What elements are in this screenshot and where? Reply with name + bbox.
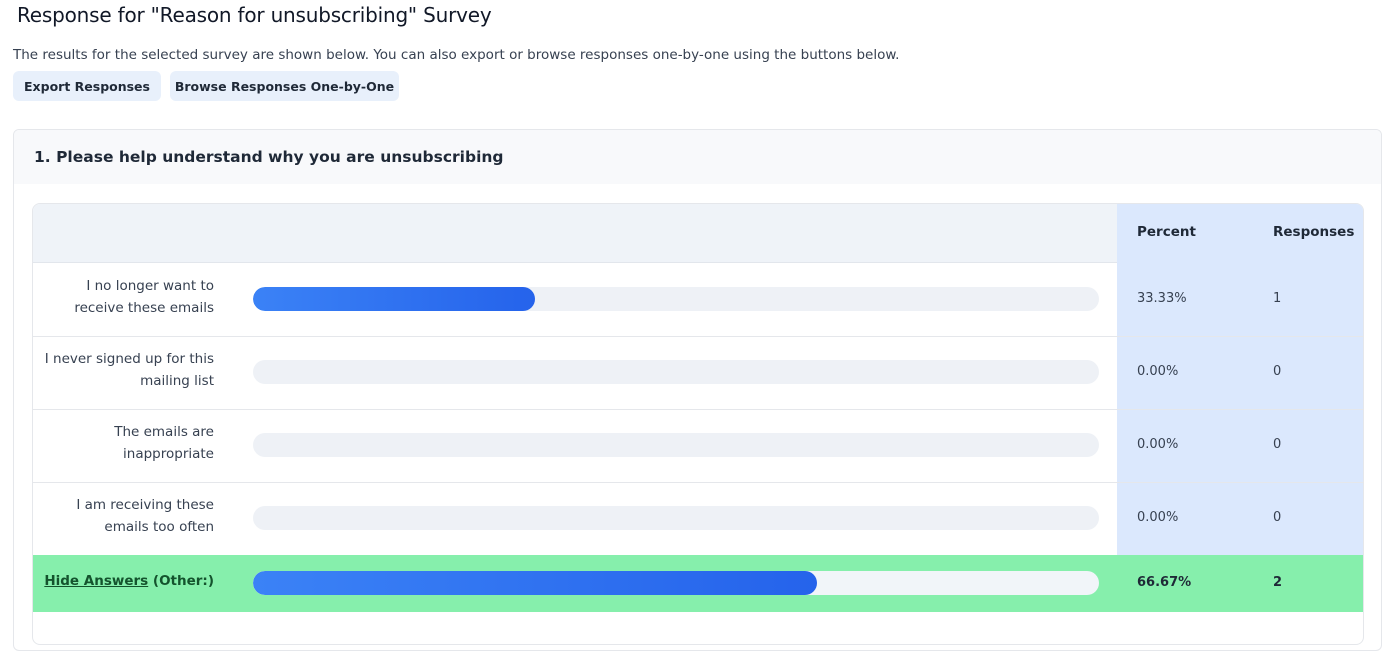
other-bar-fill <box>253 571 818 595</box>
answer-bar-fill <box>253 287 535 311</box>
other-answers-label: Hide Answers (Other:) <box>43 573 214 589</box>
question-title: 1. Please help understand why you are un… <box>34 148 504 166</box>
answer-percent: 0.00% <box>1137 437 1179 452</box>
answer-label: The emails are inappropriate <box>114 424 214 462</box>
page-intro: The results for the selected survey are … <box>13 47 900 63</box>
answer-percent: 33.33% <box>1137 291 1187 306</box>
answer-responses: 1 <box>1273 291 1282 306</box>
browse-responses-button[interactable]: Browse Responses One-by-One <box>170 71 399 101</box>
answer-percent: 0.00% <box>1137 510 1179 525</box>
other-percent: 66.67% <box>1137 575 1192 590</box>
answer-bar-track <box>253 360 1099 384</box>
answer-row: The emails are inappropriate 0.00% 0 <box>33 409 1363 483</box>
answer-label: I no longer want to receive these emails <box>74 278 214 316</box>
other-label-text: (Other:) <box>152 573 214 589</box>
answer-percent: 0.00% <box>1137 364 1179 379</box>
percent-column-header: Percent <box>1137 224 1196 240</box>
answer-bar-track <box>253 433 1099 457</box>
answer-label: I never signed up for this mailing list <box>44 351 214 389</box>
answer-responses: 0 <box>1273 510 1282 525</box>
answer-row: I am receiving these emails too often 0.… <box>33 482 1363 556</box>
results-table: Percent Responses I no longer want to re… <box>32 203 1364 645</box>
answer-row: I no longer want to receive these emails… <box>33 263 1363 337</box>
other-answers-row: Hide Answers (Other:) 66.67% 2 <box>33 555 1363 612</box>
page-title: Response for "Reason for unsubscribing" … <box>17 3 492 27</box>
answer-bar-track <box>253 287 1099 311</box>
other-bar-track <box>253 571 1099 595</box>
other-responses: 2 <box>1273 575 1283 590</box>
responses-column-header: Responses <box>1273 224 1355 240</box>
hide-answers-link[interactable]: Hide Answers <box>44 573 149 589</box>
answer-responses: 0 <box>1273 437 1282 452</box>
question-header: 1. Please help understand why you are un… <box>14 130 1381 184</box>
stats-column-background <box>1117 204 1363 555</box>
answer-row: I never signed up for this mailing list … <box>33 336 1363 410</box>
export-responses-button[interactable]: Export Responses <box>13 71 161 101</box>
answer-bar-track <box>253 506 1099 530</box>
answer-label: I am receiving these emails too often <box>76 497 214 535</box>
answer-responses: 0 <box>1273 364 1282 379</box>
